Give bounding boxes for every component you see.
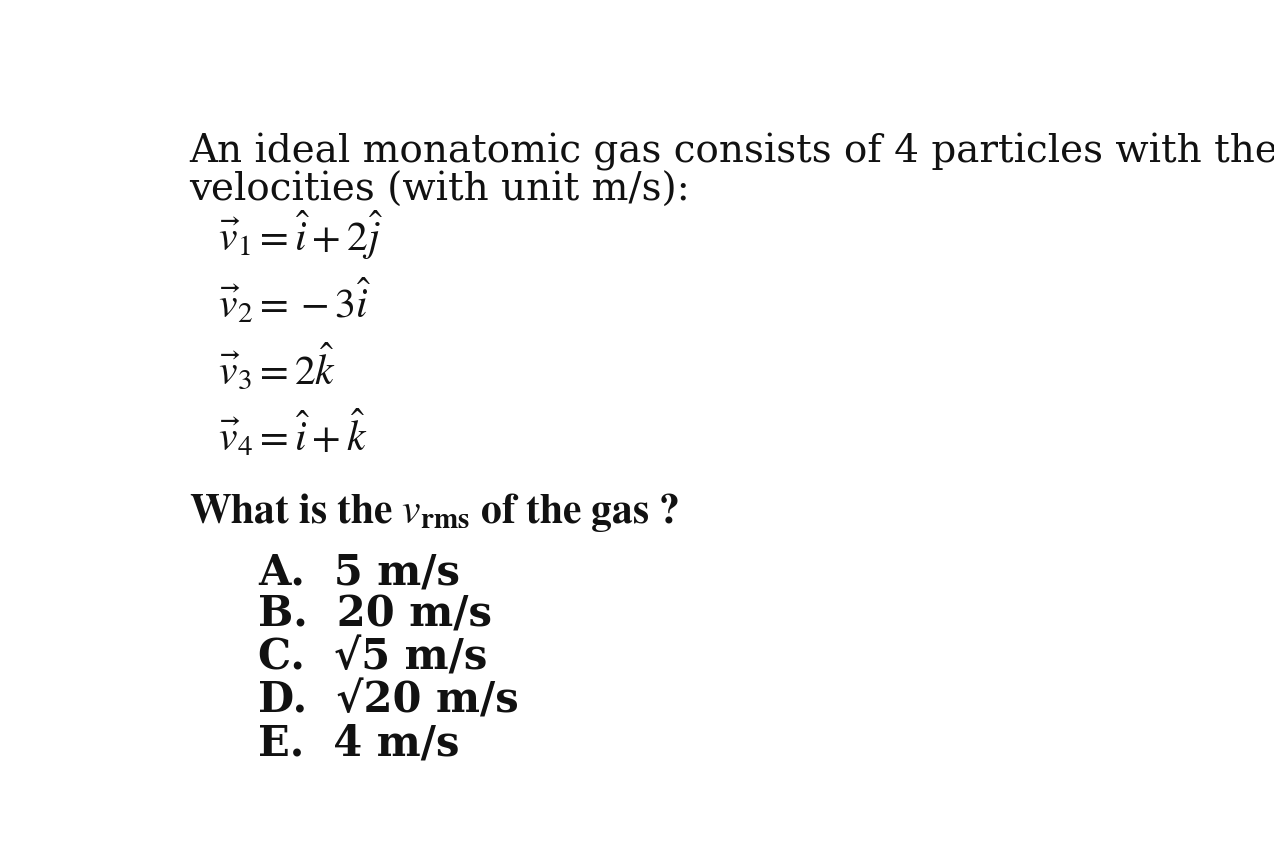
- Text: B.  20 m/s: B. 20 m/s: [257, 594, 492, 636]
- Text: E.  4 m/s: E. 4 m/s: [257, 722, 460, 764]
- Text: An ideal monatomic gas consists of 4 particles with the following: An ideal monatomic gas consists of 4 par…: [189, 133, 1274, 171]
- Text: $\vec{v}_1 = \hat{i} + 2\hat{j}$: $\vec{v}_1 = \hat{i} + 2\hat{j}$: [219, 208, 383, 262]
- Text: C.  √5 m/s: C. √5 m/s: [257, 637, 488, 679]
- Text: A.  5 m/s: A. 5 m/s: [257, 551, 460, 593]
- Text: $\vec{v}_2 = -3\hat{i}$: $\vec{v}_2 = -3\hat{i}$: [219, 276, 372, 326]
- Text: D.  √20 m/s: D. √20 m/s: [257, 680, 519, 722]
- Text: velocities (with unit m/s):: velocities (with unit m/s):: [189, 172, 689, 209]
- Text: $\vec{v}_3 = 2\hat{k}$: $\vec{v}_3 = 2\hat{k}$: [219, 341, 336, 393]
- Text: $\vec{v}_4 = \hat{i} + \hat{k}$: $\vec{v}_4 = \hat{i} + \hat{k}$: [219, 408, 368, 459]
- Text: $\mathbf{What\ is\ the}\ v_{\mathbf{rms}}\ \mathbf{of\ the\ gas\ ?}$: $\mathbf{What\ is\ the}\ v_{\mathbf{rms}…: [189, 491, 679, 534]
